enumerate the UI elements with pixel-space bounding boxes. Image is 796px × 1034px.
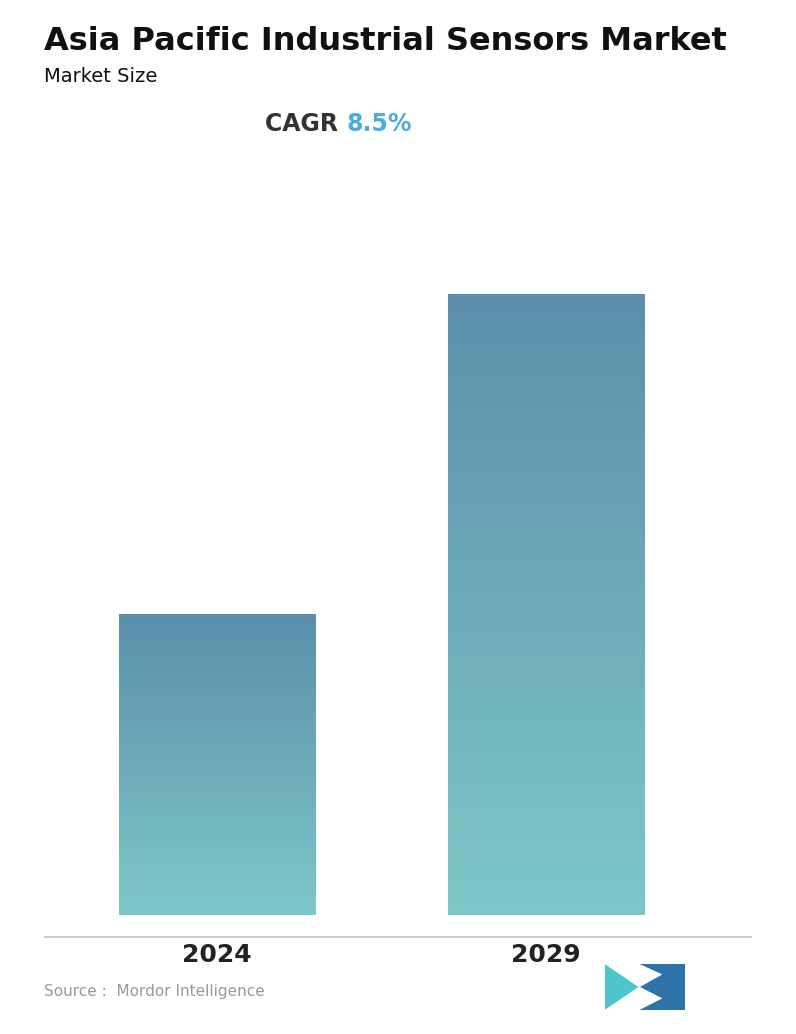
Text: 2024: 2024	[182, 943, 252, 967]
Text: 8.5%: 8.5%	[346, 112, 412, 135]
Text: Market Size: Market Size	[44, 67, 157, 86]
Text: Source :  Mordor Intelligence: Source : Mordor Intelligence	[44, 984, 264, 1000]
Text: Asia Pacific Industrial Sensors Market: Asia Pacific Industrial Sensors Market	[44, 26, 727, 57]
Text: CAGR: CAGR	[265, 112, 346, 135]
Text: 2029: 2029	[511, 943, 581, 967]
